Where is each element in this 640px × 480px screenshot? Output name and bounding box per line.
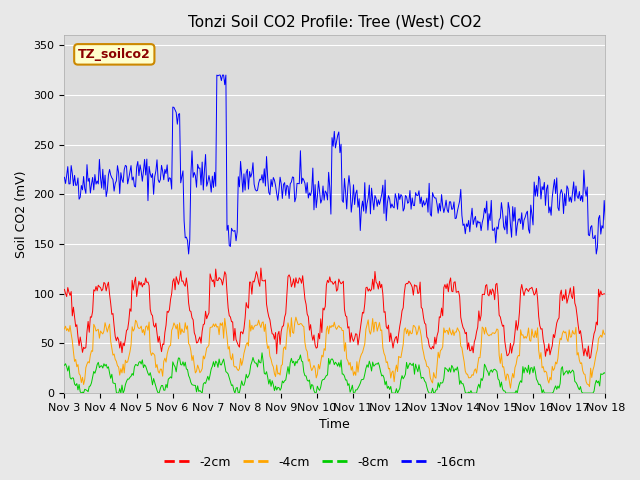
Text: TZ_soilco2: TZ_soilco2: [78, 48, 150, 61]
X-axis label: Time: Time: [319, 419, 350, 432]
Y-axis label: Soil CO2 (mV): Soil CO2 (mV): [15, 170, 28, 258]
Legend: -2cm, -4cm, -8cm, -16cm: -2cm, -4cm, -8cm, -16cm: [159, 451, 481, 474]
Title: Tonzi Soil CO2 Profile: Tree (West) CO2: Tonzi Soil CO2 Profile: Tree (West) CO2: [188, 15, 482, 30]
